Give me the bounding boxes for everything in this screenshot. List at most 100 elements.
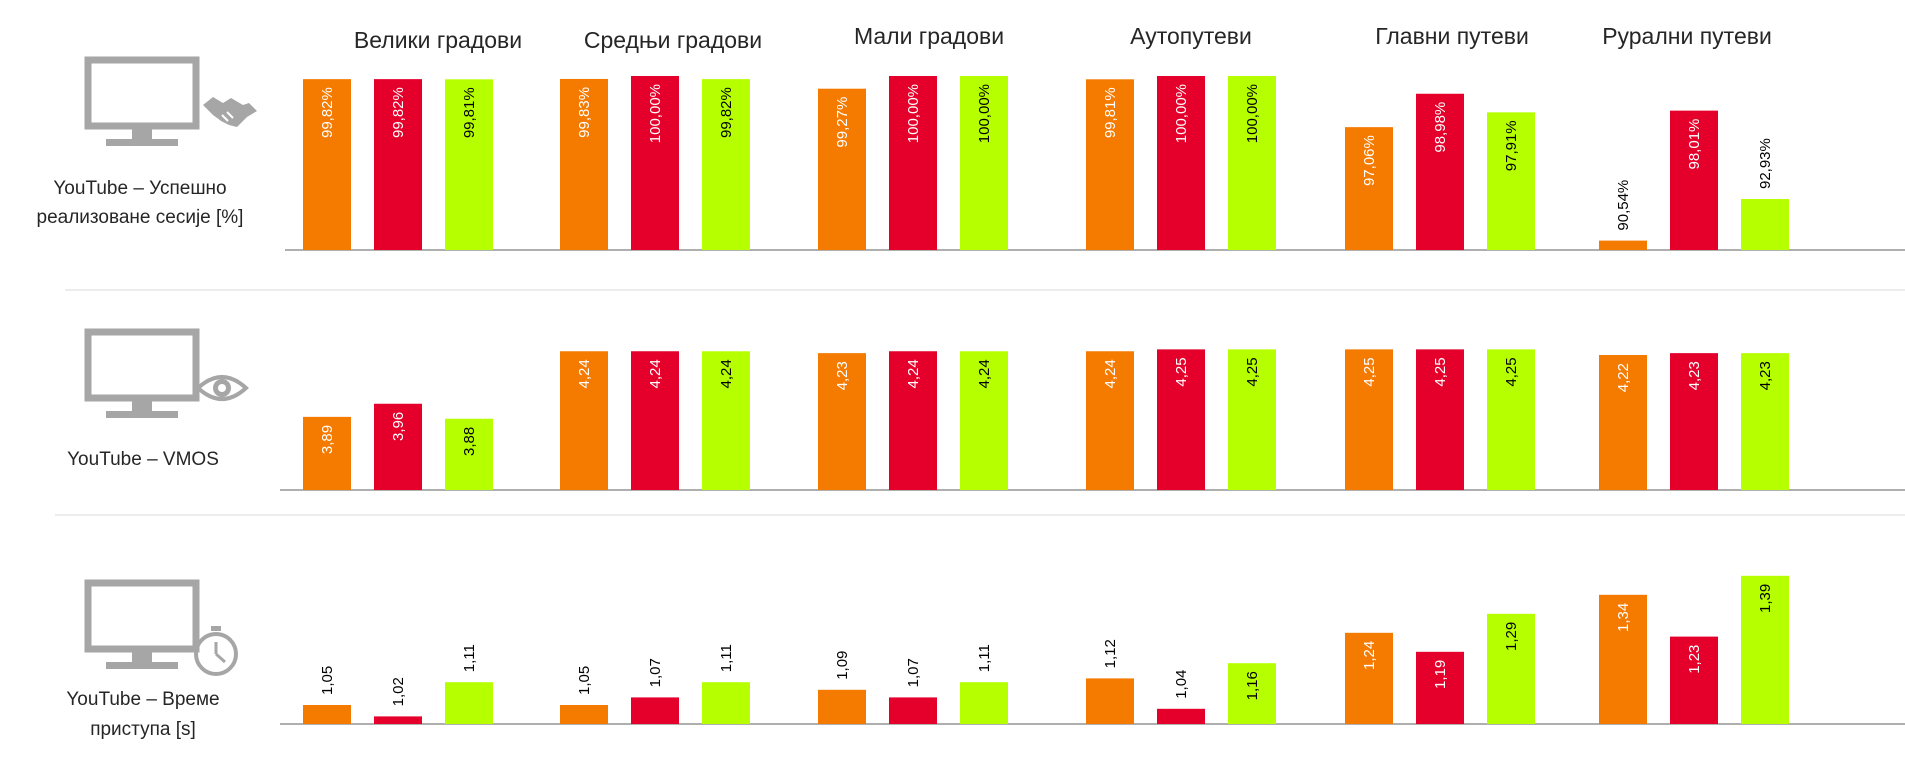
value-label-panel-2-operator-1-cat-6: 4,22: [1615, 363, 1632, 392]
value-label-panel-2-operator-3-cat-6: 4,23: [1757, 361, 1774, 390]
monitor-icon: [88, 332, 196, 418]
value-label-panel-2-operator-3-cat-2: 4,24: [718, 359, 735, 388]
value-label-panel-3-operator-3-cat-1: 1,11: [461, 644, 478, 672]
bar-panel-1-operator-1-cat-6: [1599, 240, 1647, 250]
bar-panel-1-operator-1-cat-2: [560, 78, 608, 250]
bar-panel-1-operator-3-cat-6: [1741, 199, 1789, 250]
value-label-panel-3-operator-3-cat-2: 1,11: [718, 644, 735, 672]
panel-3-label: приступа [s]: [90, 719, 196, 740]
value-label-panel-3-operator-1-cat-5: 1,24: [1361, 641, 1378, 670]
category-title: Велики градови: [354, 27, 522, 53]
bar-panel-3-operator-2-cat-2: [631, 697, 679, 724]
bar-panel-2-operator-1-cat-4: [1086, 351, 1134, 490]
value-label-panel-1-operator-1-cat-3: 99,27%: [834, 97, 851, 148]
bar-panel-1-operator-3-cat-1: [445, 79, 493, 250]
bar-panel-2-operator-2-cat-6: [1670, 353, 1718, 490]
value-label-panel-2-operator-1-cat-3: 4,23: [834, 361, 851, 390]
bar-panel-3-operator-1-cat-4: [1086, 678, 1134, 724]
bar-panel-1-operator-3-cat-4: [1228, 76, 1276, 250]
bar-panel-3-operator-3-cat-2: [702, 682, 750, 724]
stopwatch-icon: [194, 626, 238, 676]
panel-1-label: YouTube – Успешно: [53, 178, 226, 199]
bar-panel-1-operator-1-cat-5: [1345, 127, 1393, 250]
handshake-icon: [203, 97, 257, 127]
value-label-panel-2-operator-2-cat-5: 4,25: [1432, 357, 1449, 386]
bar-panel-3-operator-3-cat-1: [445, 682, 493, 724]
value-label-panel-2-operator-1-cat-5: 4,25: [1361, 357, 1378, 386]
bar-panel-1-operator-2-cat-1: [374, 79, 422, 250]
value-label-panel-1-operator-3-cat-5: 97,91%: [1503, 120, 1520, 171]
value-label-panel-3-operator-2-cat-4: 1,04: [1173, 670, 1190, 699]
bar-panel-2-operator-3-cat-4: [1228, 349, 1276, 490]
bar-panel-2-operator-2-cat-2: [631, 351, 679, 490]
value-label-panel-2-operator-1-cat-4: 4,24: [1102, 359, 1119, 388]
value-label-panel-1-operator-1-cat-1: 99,82%: [319, 87, 336, 138]
value-label-panel-1-operator-2-cat-5: 98,98%: [1432, 102, 1449, 153]
value-label-panel-1-operator-3-cat-3: 100,00%: [976, 84, 993, 143]
monitor-icon: [88, 60, 196, 146]
value-label-panel-1-operator-1-cat-4: 99,81%: [1102, 87, 1119, 138]
bar-panel-3-operator-2-cat-5: [1416, 651, 1464, 724]
eye-icon: [195, 375, 249, 401]
value-label-panel-1-operator-2-cat-4: 100,00%: [1173, 84, 1190, 143]
bar-panel-1-operator-3-cat-5: [1487, 112, 1535, 250]
bar-panel-3-operator-1-cat-5: [1345, 632, 1393, 724]
category-titles: Велики градови Средњи градови Мали градо…: [354, 23, 1772, 53]
value-label-panel-1-operator-3-cat-2: 99,82%: [718, 87, 735, 138]
panel-1-label: реализоване сесије [%]: [37, 207, 244, 228]
bar-panel-1-operator-1-cat-1: [303, 79, 351, 250]
value-label-panel-2-operator-1-cat-2: 4,24: [576, 359, 593, 388]
value-label-panel-3-operator-2-cat-2: 1,07: [647, 658, 664, 687]
value-label-panel-2-operator-2-cat-3: 4,24: [905, 359, 922, 388]
value-label-panel-3-operator-3-cat-6: 1,39: [1757, 584, 1774, 613]
value-label-panel-3-operator-1-cat-1: 1,05: [319, 666, 336, 695]
value-label-panel-3-operator-3-cat-5: 1,29: [1503, 622, 1520, 651]
bar-panel-1-operator-3-cat-3: [960, 76, 1008, 250]
bar-panel-3-operator-1-cat-3: [818, 689, 866, 724]
bar-panel-3-operator-1-cat-6: [1599, 594, 1647, 724]
bar-panel-1-operator-2-cat-4: [1157, 76, 1205, 250]
bar-panel-3-operator-1-cat-2: [560, 705, 608, 724]
bar-panel-3-operator-3-cat-3: [960, 682, 1008, 724]
value-label-panel-3-operator-1-cat-6: 1,34: [1615, 603, 1632, 632]
value-label-panel-1-operator-3-cat-4: 100,00%: [1244, 84, 1261, 143]
value-label-panel-3-operator-1-cat-3: 1,09: [834, 651, 851, 680]
bar-panel-2-operator-1-cat-1: [303, 416, 351, 490]
bar-panel-3-operator-2-cat-1: [374, 716, 422, 724]
panel-2-label: YouTube – VMOS: [67, 449, 219, 470]
value-label-panel-1-operator-2-cat-1: 99,82%: [390, 87, 407, 138]
value-label-panel-3-operator-2-cat-3: 1,07: [905, 658, 922, 687]
value-label-panel-2-operator-2-cat-6: 4,23: [1686, 361, 1703, 390]
bar-panel-1-operator-3-cat-2: [702, 79, 750, 250]
value-label-panel-2-operator-3-cat-4: 4,25: [1244, 357, 1261, 386]
bar-panel-2-operator-3-cat-2: [702, 351, 750, 490]
bar-panel-1-operator-2-cat-2: [631, 76, 679, 250]
bars-layer: 99,82% 99,82% 99,81% 99,83% 100,00% 99,82% 99,…: [280, 76, 1905, 725]
bar-panel-2-operator-3-cat-1: [445, 418, 493, 490]
panel-1-icon-group: [88, 60, 257, 146]
value-label-panel-3-operator-3-cat-3: 1,11: [976, 644, 993, 672]
category-title: Аутопутеви: [1130, 23, 1252, 49]
bar-panel-3-operator-3-cat-5: [1487, 613, 1535, 724]
value-label-panel-1-operator-1-cat-6: 90,54%: [1615, 180, 1632, 231]
value-label-panel-2-operator-3-cat-5: 4,25: [1503, 357, 1520, 386]
bar-panel-2-operator-3-cat-5: [1487, 349, 1535, 490]
bar-panel-2-operator-2-cat-1: [374, 403, 422, 490]
value-label-panel-1-operator-1-cat-2: 99,83%: [576, 87, 593, 138]
value-label-panel-1-operator-1-cat-5: 97,06%: [1361, 135, 1378, 186]
value-label-panel-3-operator-1-cat-2: 1,05: [576, 666, 593, 695]
value-label-panel-1-operator-2-cat-2: 100,00%: [647, 84, 664, 143]
value-label-panel-3-operator-2-cat-6: 1,23: [1686, 645, 1703, 674]
value-label-panel-1-operator-3-cat-1: 99,81%: [461, 87, 478, 138]
bar-panel-2-operator-1-cat-2: [560, 351, 608, 490]
panel-3-icon-group: [88, 583, 238, 676]
category-title: Мали градови: [854, 23, 1004, 49]
bar-panel-1-operator-1-cat-4: [1086, 79, 1134, 250]
bar-panel-2-operator-1-cat-3: [818, 353, 866, 490]
bar-panel-2-operator-1-cat-6: [1599, 355, 1647, 490]
bar-panel-2-operator-2-cat-5: [1416, 349, 1464, 490]
category-title: Главни путеви: [1375, 23, 1529, 49]
bar-panel-1-operator-1-cat-3: [818, 88, 866, 251]
bar-panel-3-operator-1-cat-1: [303, 705, 351, 724]
